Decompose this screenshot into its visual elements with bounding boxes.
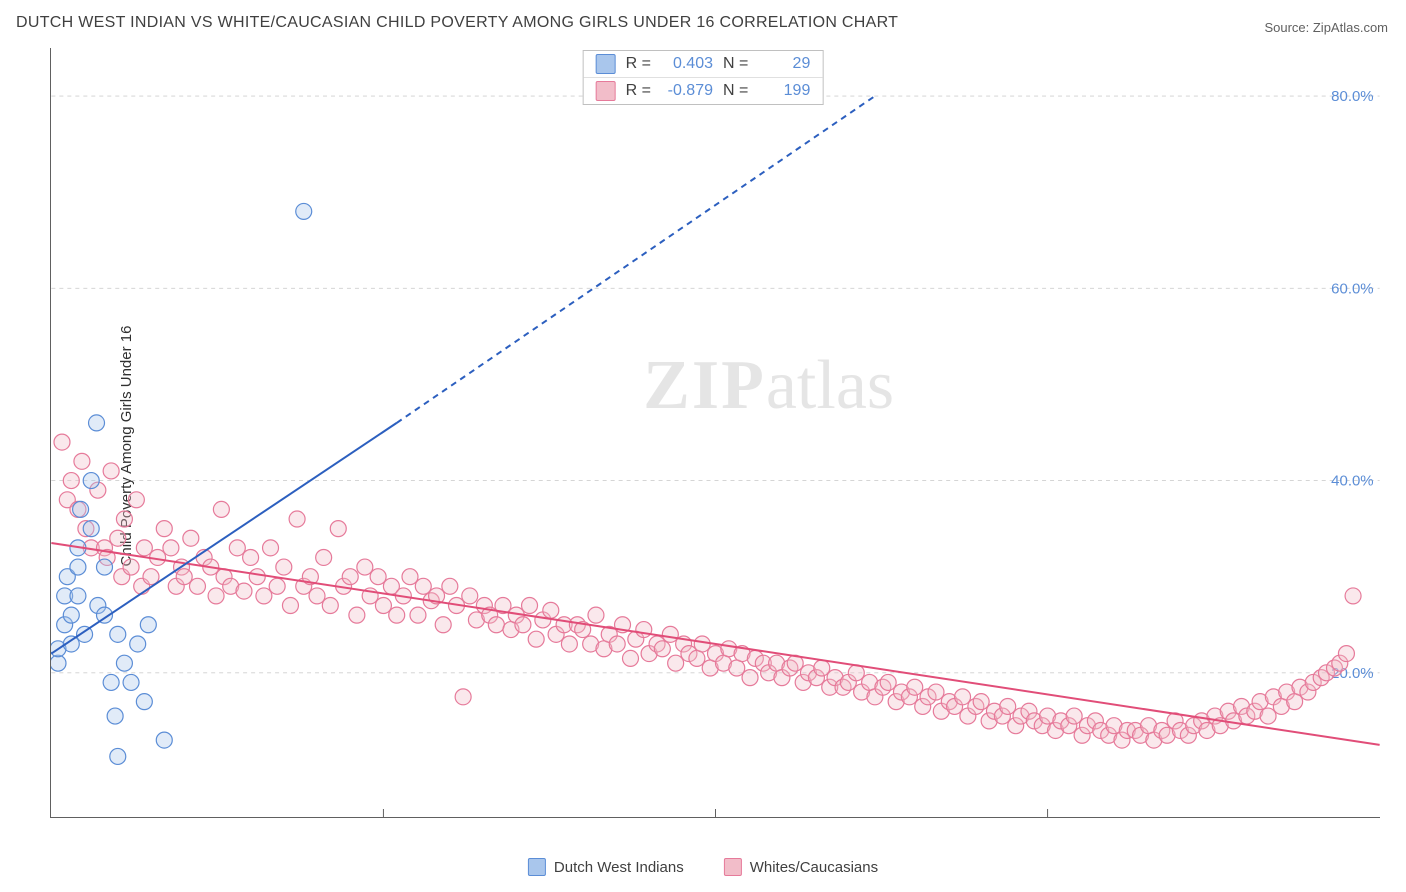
chart-source: Source: ZipAtlas.com: [1264, 20, 1388, 35]
svg-text:80.0%: 80.0%: [1331, 88, 1373, 105]
legend-row-series-1: R = 0.403 N = 29: [584, 51, 823, 77]
svg-text:40.0%: 40.0%: [1331, 473, 1373, 490]
legend-item-2: Whites/Caucasians: [724, 858, 878, 876]
plot-svg: 20.0%40.0%60.0%80.0%0.0%100.0%: [51, 48, 1380, 817]
legend-item-1: Dutch West Indians: [528, 858, 684, 876]
correlation-legend: R = 0.403 N = 29 R = -0.879 N = 199: [583, 50, 824, 105]
legend-r-value-2: -0.879: [661, 82, 713, 100]
legend-n-label: N =: [723, 82, 748, 100]
legend-swatch-2: [596, 81, 616, 101]
legend-label-1: Dutch West Indians: [554, 859, 684, 876]
legend-r-label: R =: [626, 82, 651, 100]
legend-swatch-2: [724, 858, 742, 876]
legend-r-value-1: 0.403: [661, 55, 713, 73]
chart-container: DUTCH WEST INDIAN VS WHITE/CAUCASIAN CHI…: [0, 0, 1406, 892]
legend-swatch-1: [528, 858, 546, 876]
legend-r-label: R =: [626, 55, 651, 73]
svg-text:60.0%: 60.0%: [1331, 280, 1373, 297]
legend-n-label: N =: [723, 55, 748, 73]
plot-area: 20.0%40.0%60.0%80.0%0.0%100.0% ZIPatlas: [50, 48, 1380, 818]
legend-row-series-2: R = -0.879 N = 199: [584, 77, 823, 104]
legend-n-value-2: 199: [758, 82, 810, 100]
legend-swatch-1: [596, 54, 616, 74]
series-legend: Dutch West Indians Whites/Caucasians: [528, 858, 878, 876]
chart-title: DUTCH WEST INDIAN VS WHITE/CAUCASIAN CHI…: [16, 14, 898, 32]
legend-n-value-1: 29: [758, 55, 810, 73]
legend-label-2: Whites/Caucasians: [750, 859, 878, 876]
